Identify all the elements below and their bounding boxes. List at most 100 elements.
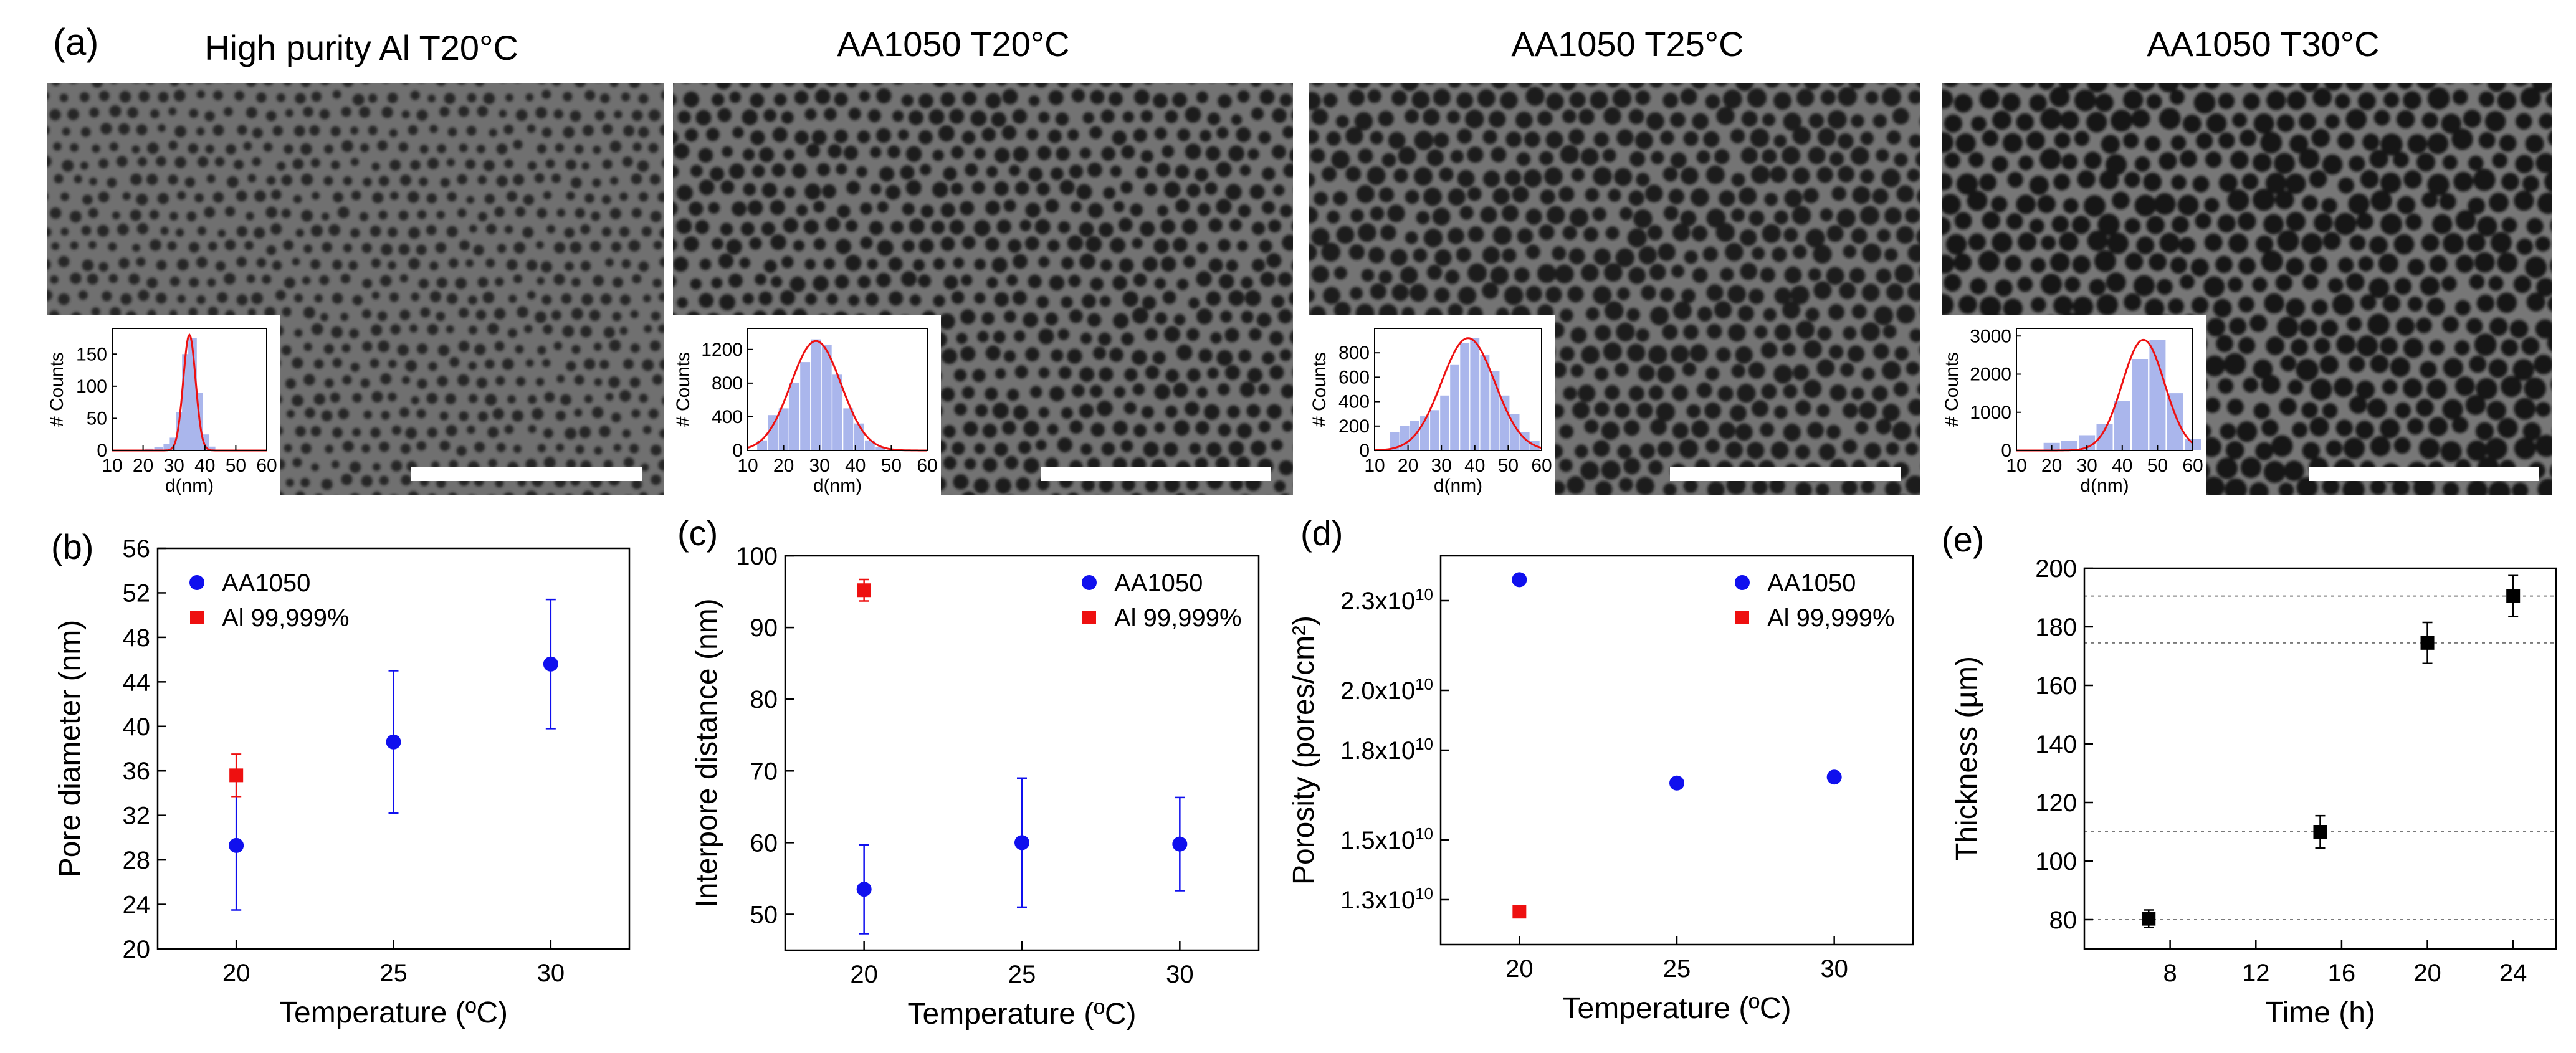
y-axis-label: Pore diameter (nm)	[54, 620, 87, 877]
inset-y-axis-label: # Counts	[1942, 352, 1962, 427]
inset-axes-frame	[112, 328, 267, 451]
hist-bar	[875, 447, 886, 450]
x-tick-label: 8	[2163, 960, 2177, 987]
y-tick-label: 0	[1359, 441, 1370, 461]
chart-thickness: (e) 8 12 16 20 24 80 100 120 140 160 180 200 Time (h)…	[1942, 520, 2557, 1029]
chart-pore-diameter: (b) 20 25 30 20 24 28 32 36 40 44 48 52 56 Temperature…	[51, 527, 631, 1029]
y-tick-label: 0	[2001, 441, 2011, 461]
x-tick-label: 50	[881, 455, 902, 476]
hist-bar	[154, 447, 163, 450]
y-tick-label: 2.0x1010	[1340, 675, 1433, 705]
panel-label: (e)	[1942, 520, 1984, 559]
y-tick-label: 1.8x1010	[1340, 735, 1433, 765]
x-tick-label: 50	[1498, 455, 1519, 476]
hist-bar	[843, 408, 854, 450]
legend-marker	[190, 611, 204, 624]
inset-x-axis-label: d(nm)	[2080, 475, 2129, 496]
y-tick-label: 60	[750, 829, 778, 857]
y-tick-label: 0	[97, 441, 107, 461]
x-tick-label: 40	[2112, 455, 2132, 476]
inset-axes-frame	[747, 328, 928, 451]
y-tick-label: 90	[750, 614, 778, 642]
inset-histogram-4: 10 20 30 40 50 60 0 1000 2000 3000 d(nm) # Counts	[1942, 315, 2206, 496]
x-tick-label: 30	[2077, 455, 2097, 476]
legend-label: AA1050	[1767, 569, 1856, 597]
y-axis-label: Porosity (pores/cm²)	[1287, 616, 1320, 885]
y-tick-label: 400	[1338, 392, 1370, 412]
hist-bar	[2167, 393, 2183, 450]
y-tick-label: 80	[2049, 907, 2077, 934]
hist-bar	[206, 446, 216, 450]
x-tick-label: 20	[222, 960, 250, 987]
inset-y-axis-label: # Counts	[673, 352, 694, 427]
inset-axes-frame	[1374, 328, 1542, 451]
data-point	[2506, 589, 2521, 603]
y-tick-exponent: 10	[1415, 585, 1433, 604]
chart-porosity: (d)20 25 301.3x10101.5x10101.8x10102.0x101…	[1287, 513, 1914, 1025]
x-tick-label: 40	[845, 455, 866, 476]
y-tick-label: 52	[123, 579, 151, 607]
y-tick-label: 600	[1338, 367, 1370, 388]
y-tick-mantissa: 1.3x10	[1340, 887, 1415, 914]
x-tick-label: 20	[133, 455, 153, 476]
hist-bar	[768, 415, 778, 450]
x-tick-label: 30	[164, 455, 184, 476]
x-tick-label: 25	[379, 960, 408, 987]
legend-label: AA1050	[1114, 569, 1203, 597]
data-point	[2142, 912, 2156, 926]
data-point	[2313, 825, 2327, 839]
legend-label: Al 99,999%	[222, 604, 350, 632]
x-tick-label: 24	[2499, 960, 2527, 987]
y-tick-label: 1200	[701, 340, 743, 360]
y-tick-label: 24	[123, 892, 151, 919]
y-tick-label: 1.3x1010	[1340, 884, 1433, 914]
x-tick-label: 20	[2041, 455, 2062, 476]
data-point	[1512, 905, 1527, 919]
hist-bar	[1490, 371, 1500, 450]
data-point	[543, 656, 558, 672]
x-tick-label: 30	[1431, 455, 1452, 476]
y-tick-exponent: 10	[1415, 884, 1433, 903]
x-tick-label: 25	[1663, 955, 1691, 983]
legend-label: Al 99,999%	[1114, 604, 1242, 632]
hist-bar	[1500, 395, 1510, 450]
x-tick-label: 60	[917, 455, 937, 476]
y-tick-label: 200	[2035, 555, 2077, 583]
x-tick-label: 40	[194, 455, 215, 476]
x-tick-label: 30	[1166, 961, 1194, 988]
hist-bar	[2149, 340, 2166, 450]
gaussian-fit-line	[1375, 337, 1542, 452]
y-tick-label: 100	[736, 543, 778, 570]
scale-bar	[411, 467, 642, 481]
data-point	[2420, 636, 2435, 650]
hist-bar	[832, 374, 842, 450]
y-tick-label: 1000	[1970, 403, 2011, 423]
y-tick-label: 2.3x1010	[1340, 585, 1433, 615]
data-point	[1172, 836, 1188, 852]
y-tick-label: 180	[2035, 614, 2077, 641]
panel-label: (c)	[677, 513, 718, 553]
y-tick-exponent: 10	[1415, 735, 1433, 753]
data-point	[1826, 770, 1842, 785]
panel-label-a: (a)	[53, 21, 98, 63]
y-tick-exponent: 10	[1415, 675, 1433, 693]
y-tick-mantissa: 2.3x10	[1340, 588, 1415, 615]
data-point	[229, 768, 244, 783]
inset-y-axis-label: # Counts	[47, 352, 67, 427]
y-tick-label: 160	[2035, 672, 2077, 700]
hist-bar	[1480, 355, 1490, 450]
x-tick-label: 50	[2147, 455, 2168, 476]
inset-background	[47, 315, 280, 495]
hist-bar	[2114, 401, 2130, 450]
x-tick-label: 20	[1398, 455, 1418, 476]
legend-label: AA1050	[222, 569, 310, 597]
data-point	[857, 583, 871, 598]
data-point	[856, 882, 872, 897]
y-tick-label: 80	[750, 686, 778, 713]
x-tick-label: 30	[1820, 955, 1848, 983]
y-tick-label: 50	[87, 408, 107, 429]
y-tick-label: 20	[123, 936, 151, 963]
hist-bar	[1430, 410, 1439, 450]
legend-marker	[1082, 611, 1096, 624]
